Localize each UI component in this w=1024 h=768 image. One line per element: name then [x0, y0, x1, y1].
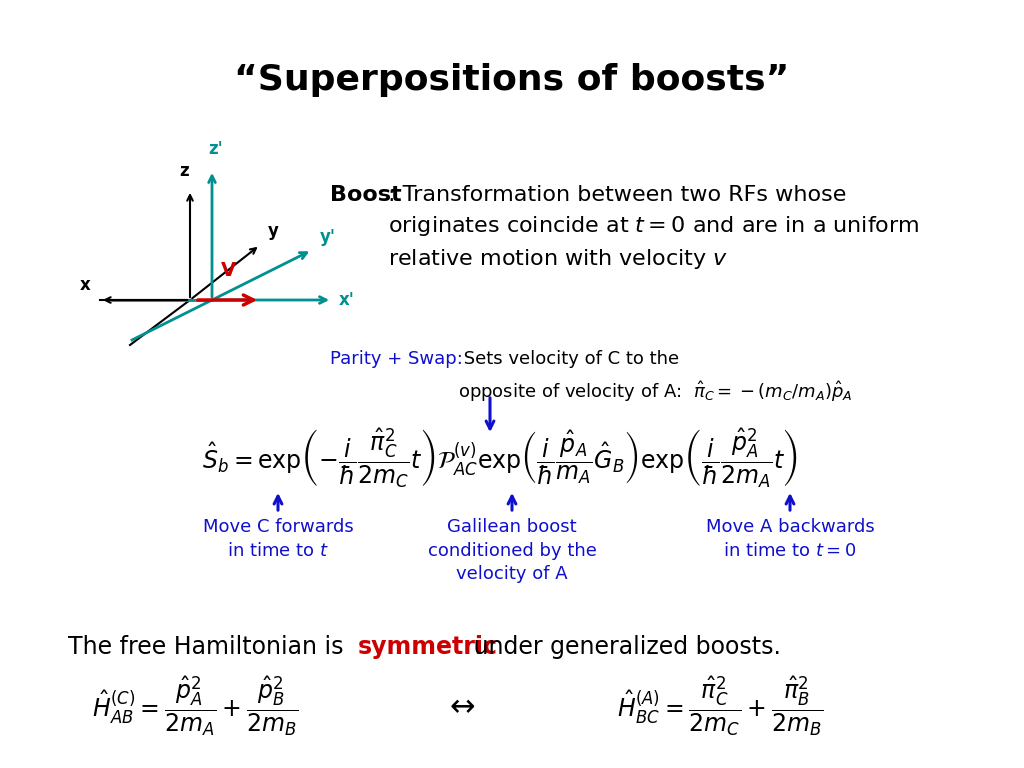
Text: Sets velocity of C to the
opposite of velocity of A:  $\hat{\pi}_C = -(m_C/m_A)\: Sets velocity of C to the opposite of ve…	[458, 350, 853, 404]
Text: z': z'	[209, 140, 223, 158]
Text: under generalized boosts.: under generalized boosts.	[466, 635, 781, 659]
Text: z: z	[179, 162, 188, 180]
Text: $\leftrightarrow$: $\leftrightarrow$	[444, 691, 476, 720]
Text: The free Hamiltonian is: The free Hamiltonian is	[68, 635, 351, 659]
Text: $\hat{H}_{BC}^{(A)} = \dfrac{\hat{\pi}_C^2}{2m_C} + \dfrac{\hat{\pi}_B^2}{2m_B}$: $\hat{H}_{BC}^{(A)} = \dfrac{\hat{\pi}_C…	[616, 674, 823, 738]
Text: $\hat{S}_b = \exp\!\left(-\dfrac{i}{\hbar}\dfrac{\hat{\pi}_C^2}{2m_C}t\right)\ma: $\hat{S}_b = \exp\!\left(-\dfrac{i}{\hba…	[202, 426, 798, 490]
Text: Parity + Swap:: Parity + Swap:	[330, 350, 463, 368]
Text: symmetric: symmetric	[358, 635, 498, 659]
Text: x: x	[79, 276, 90, 294]
Text: y': y'	[319, 228, 336, 246]
Text: Galilean boost
conditioned by the
velocity of A: Galilean boost conditioned by the veloci…	[428, 518, 596, 583]
Text: : Transformation between two RFs whose
originates coincide at $t=0$ and are in a: : Transformation between two RFs whose o…	[388, 185, 920, 271]
Text: y: y	[268, 222, 279, 240]
Text: $\hat{H}_{AB}^{(C)} = \dfrac{\hat{p}_A^2}{2m_A} + \dfrac{\hat{p}_B^2}{2m_B}$: $\hat{H}_{AB}^{(C)} = \dfrac{\hat{p}_A^2…	[92, 674, 298, 738]
Text: “Superpositions of boosts”: “Superpositions of boosts”	[234, 63, 790, 97]
Text: Move A backwards
in time to $t=0$: Move A backwards in time to $t=0$	[706, 518, 874, 560]
Text: Move C forwards
in time to $t$: Move C forwards in time to $t$	[203, 518, 353, 560]
Text: x': x'	[339, 291, 355, 309]
Text: Boost: Boost	[330, 185, 401, 205]
Text: V: V	[220, 261, 236, 280]
